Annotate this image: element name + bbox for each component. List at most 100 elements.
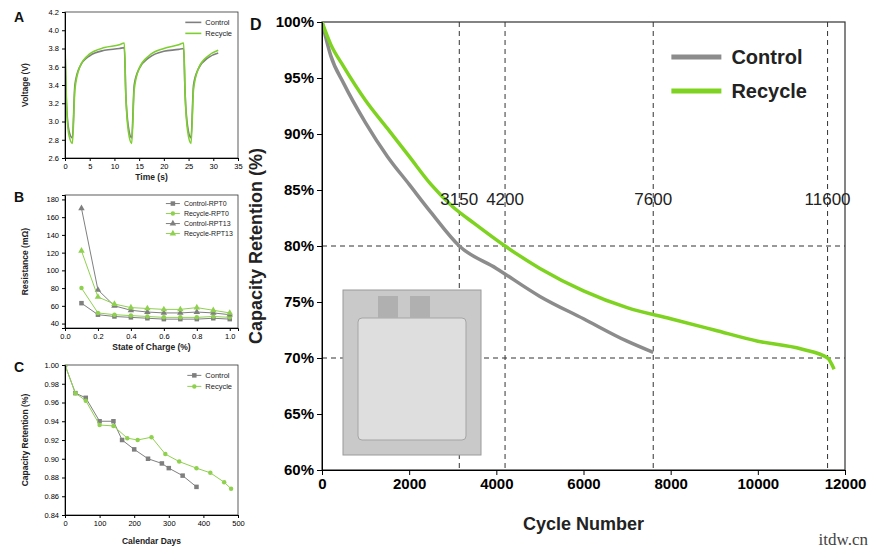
- tick: 400: [198, 515, 211, 528]
- tick-label: 95%: [284, 69, 314, 86]
- inset-photo: [343, 290, 481, 455]
- tick: 25: [185, 158, 193, 171]
- axis-line: [317, 23, 323, 471]
- tick-label: 12000: [825, 475, 867, 492]
- tick-mark: [62, 403, 65, 404]
- tick-mark: [62, 270, 65, 271]
- tick-label: 0.96: [44, 398, 59, 407]
- inset-tab: [378, 296, 398, 318]
- series-marker: [129, 313, 134, 318]
- tick-mark: [213, 158, 214, 161]
- tick: 65%: [284, 405, 322, 422]
- tick: 80%: [284, 237, 322, 254]
- tick: 140: [46, 231, 65, 240]
- axis-line: [62, 13, 66, 159]
- tick-label: 0.88: [44, 473, 59, 482]
- series-marker: [211, 314, 216, 319]
- reference-label: 7600: [634, 190, 672, 209]
- tick: 60: [51, 302, 65, 311]
- panel: 01002003004005000.840.860.880.900.920.94…: [14, 359, 245, 546]
- plot-frame: [65, 12, 238, 158]
- tick-label: 100: [94, 519, 107, 528]
- reference-lines: [322, 22, 845, 470]
- legend-swatch: [671, 89, 721, 94]
- series-marker: [161, 306, 167, 312]
- tick-label: 0.4: [126, 332, 136, 341]
- series-marker: [135, 438, 140, 443]
- tick: 5: [88, 158, 92, 171]
- tick-label: 80%: [284, 237, 314, 254]
- series-marker: [210, 307, 216, 313]
- tick-label: 15: [135, 162, 143, 171]
- reference-label: 11600: [805, 190, 851, 209]
- figure-svg: 051015202530352.62.83.03.23.43.63.84.04.…: [0, 0, 874, 550]
- tick-mark: [62, 140, 65, 141]
- tick: 0.8: [192, 328, 202, 341]
- series-marker: [194, 485, 199, 490]
- tick: 80: [51, 284, 65, 293]
- tick-label: 35: [234, 162, 242, 171]
- tick-mark: [62, 478, 65, 479]
- tick: 0.88: [44, 473, 65, 482]
- tick-label: 0: [318, 475, 326, 492]
- series-marker: [163, 452, 168, 457]
- y-axis-title: Voltage (V): [20, 63, 30, 107]
- tick-mark: [317, 414, 322, 415]
- series-marker: [120, 438, 125, 443]
- series-marker: [180, 473, 185, 478]
- series-line: [322, 22, 834, 369]
- tick-mark: [169, 515, 170, 518]
- legend-swatch: [185, 22, 201, 24]
- tick-label: 300: [163, 519, 176, 528]
- legend-item: Control-RPT0: [166, 200, 227, 207]
- tick-mark: [317, 22, 322, 23]
- tick-label: 3.2: [49, 99, 59, 108]
- series-marker: [146, 457, 151, 462]
- panel: 0.00.20.40.60.81.0406080100120140160180S…: [14, 189, 239, 352]
- tick-mark: [164, 328, 165, 331]
- tick: 10000: [737, 470, 779, 492]
- tick-mark: [238, 515, 239, 518]
- x-axis-title: Cycle Number: [523, 514, 644, 534]
- tick: 100%: [276, 13, 322, 30]
- tick-label: 0.2: [93, 332, 103, 341]
- tick-label: 120: [46, 249, 59, 258]
- series-marker: [167, 466, 172, 471]
- x-axis-title: State of Charge (%): [112, 342, 191, 352]
- tick: 1.0: [225, 328, 235, 341]
- data-layer: [78, 205, 233, 322]
- axis-line: [62, 196, 66, 329]
- tick-label: 0.92: [44, 436, 59, 445]
- tick-label: 2.8: [49, 136, 59, 145]
- data-layer: [65, 43, 218, 143]
- series-marker: [79, 286, 84, 291]
- series-marker: [194, 304, 200, 310]
- tick-label: 70%: [284, 349, 314, 366]
- tick-mark: [197, 328, 198, 331]
- tick-label: 10: [111, 162, 119, 171]
- tick: 85%: [284, 181, 322, 198]
- legend-label: Control: [205, 371, 230, 380]
- series-line: [65, 48, 218, 138]
- tick-label: 200: [128, 519, 141, 528]
- tick-mark: [114, 158, 115, 161]
- tick-label: 100: [46, 266, 59, 275]
- tick: 500: [232, 515, 245, 528]
- figure: 051015202530352.62.83.03.23.43.63.84.04.…: [0, 0, 874, 550]
- x-axis: 0.00.20.40.60.81.0: [60, 328, 238, 341]
- plot-frame: [322, 22, 845, 470]
- tick: 12000: [825, 470, 867, 492]
- tick-label: 75%: [284, 293, 314, 310]
- tick: 0.94: [44, 417, 65, 426]
- tick-mark: [62, 122, 65, 123]
- series-line: [81, 251, 229, 313]
- legend-label: Control: [205, 18, 230, 27]
- tick-mark: [62, 459, 65, 460]
- tick-label: 0.84: [44, 511, 59, 520]
- tick-label: 10000: [737, 475, 779, 492]
- tick-label: 4.0: [49, 26, 59, 35]
- tick-mark: [134, 515, 135, 518]
- tick: 40: [51, 319, 65, 328]
- tick-mark: [131, 328, 132, 331]
- panel-letter: A: [14, 9, 24, 25]
